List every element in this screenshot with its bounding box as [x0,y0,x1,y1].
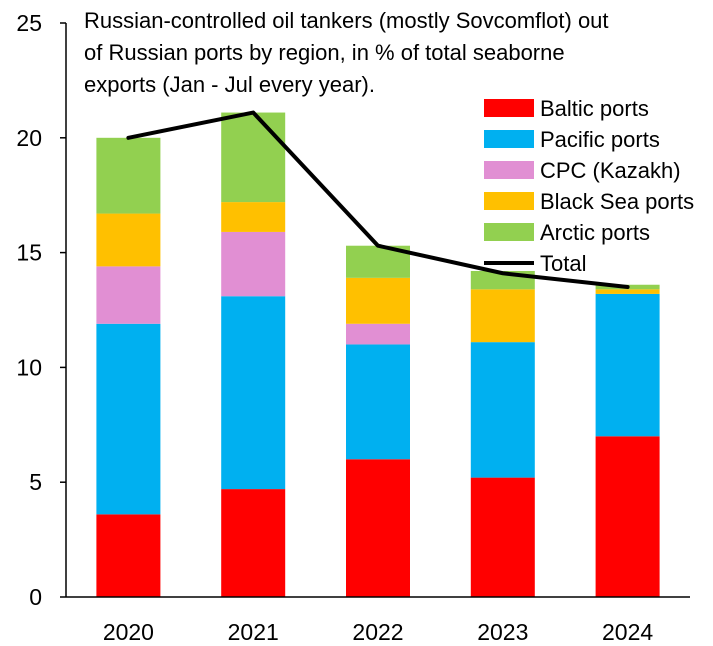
bar-segment-2021-arctic-ports [221,112,286,203]
legend-swatch-black-sea-ports [484,192,534,210]
total-line-layer [126,110,630,290]
y-tick-label: 10 [16,354,42,380]
bar-segment-2024-baltic-ports [595,436,660,597]
legend-label: Total [540,251,586,276]
bar-segment-2021-cpc-kazakh- [221,231,286,297]
legend-label: Arctic ports [540,220,650,245]
bar-segment-2021-baltic-ports [221,489,286,597]
y-tick-label: 20 [16,125,42,151]
legend-swatch-pacific-ports [484,130,534,148]
bar-segment-2022-pacific-ports [346,344,410,460]
bars-layer [96,112,660,597]
bar-segment-2023-black-sea-ports [470,289,535,343]
y-tick-label: 15 [16,240,42,266]
legend-swatch-arctic-ports [484,223,534,241]
bar-segment-2022-baltic-ports [346,459,410,597]
chart-title: Russian-controlled oil tankers (mostly S… [84,8,609,97]
bar-segment-2024-pacific-ports [595,293,660,437]
y-tick-label: 5 [29,469,42,495]
legend-label: Black Sea ports [540,189,694,214]
bar-segment-2020-baltic-ports [96,514,161,597]
legend-swatch-baltic-ports [484,99,534,117]
title-line-1: Russian-controlled oil tankers (mostly S… [84,8,609,33]
legend-swatch-cpc-kazakh- [484,161,534,179]
title-line-3: exports (Jan - Jul every year). [84,72,375,97]
bar-segment-2021-black-sea-ports [221,202,286,232]
bar-segment-2020-black-sea-ports [96,213,161,267]
bar-segment-2023-baltic-ports [470,477,535,597]
title-line-2: of Russian ports by region, in % of tota… [84,40,565,65]
bar-segment-2023-pacific-ports [470,342,535,478]
x-tick-label-2023: 2023 [477,619,528,645]
y-tick-label: 25 [16,10,42,36]
x-tick-label-2024: 2024 [602,619,653,645]
bar-segment-2020-pacific-ports [96,323,161,515]
x-tick-label-2022: 2022 [352,619,403,645]
bar-segment-2022-black-sea-ports [346,277,410,324]
legend-label: Baltic ports [540,96,649,121]
bar-segment-2022-cpc-kazakh- [346,323,410,345]
legend-label: Pacific ports [540,127,660,152]
x-tick-label-2021: 2021 [228,619,279,645]
legend: Baltic ports Pacific ports CPC (Kazakh) Bla… [484,96,694,276]
y-tick-label: 0 [29,584,42,610]
axes: 0 5 10 15 20 25 2020 2021 2022 2023 2024 [16,10,690,645]
legend-label: CPC (Kazakh) [540,158,681,183]
bar-segment-2024-black-sea-ports [595,289,660,294]
bar-segment-2020-arctic-ports [96,137,161,214]
x-tick-label-2020: 2020 [103,619,154,645]
bar-segment-2021-pacific-ports [221,296,286,490]
bar-segment-2020-cpc-kazakh- [96,266,161,324]
